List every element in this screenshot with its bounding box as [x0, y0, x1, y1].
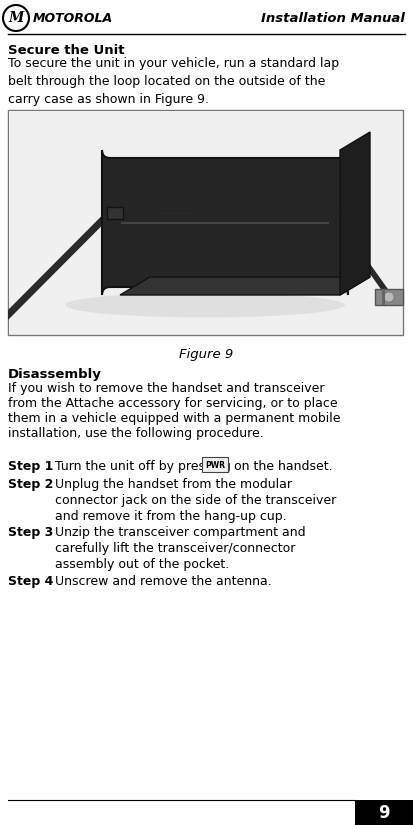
- Text: Turn the unit off by pressing: Turn the unit off by pressing: [55, 460, 235, 473]
- Circle shape: [384, 292, 394, 302]
- Bar: [8, 110, 403, 335]
- Text: Step 3: Step 3: [8, 526, 53, 539]
- Bar: [9, 111, 402, 334]
- Bar: [355, 800, 413, 825]
- Text: Unscrew and remove the antenna.: Unscrew and remove the antenna.: [55, 575, 272, 588]
- Text: If you wish to remove the handset and transceiver: If you wish to remove the handset and tr…: [8, 382, 325, 395]
- Polygon shape: [8, 208, 110, 320]
- Text: Disassembly: Disassembly: [8, 368, 102, 381]
- Text: Unplug the handset from the modular: Unplug the handset from the modular: [55, 478, 292, 491]
- Text: Step 2: Step 2: [8, 478, 53, 491]
- Text: carefully lift the transceiver/connector: carefully lift the transceiver/connector: [55, 542, 295, 555]
- Text: Step 4: Step 4: [8, 575, 53, 588]
- Bar: [375, 289, 403, 305]
- Text: 9: 9: [378, 804, 390, 822]
- Polygon shape: [330, 208, 390, 302]
- Text: M: M: [8, 11, 24, 25]
- Polygon shape: [120, 277, 370, 295]
- Text: Unzip the transceiver compartment and: Unzip the transceiver compartment and: [55, 526, 306, 539]
- Text: PWR: PWR: [205, 460, 225, 469]
- Ellipse shape: [65, 293, 345, 318]
- Text: installation, use the following procedure.: installation, use the following procedur…: [8, 427, 264, 440]
- Bar: [382, 289, 385, 305]
- Text: from the Attache accessory for servicing, or to place: from the Attache accessory for servicing…: [8, 397, 337, 410]
- Text: and remove it from the hang-up cup.: and remove it from the hang-up cup.: [55, 510, 287, 523]
- Text: MOTOROLA: MOTOROLA: [33, 12, 113, 25]
- Text: Installation Manual: Installation Manual: [261, 12, 405, 25]
- FancyBboxPatch shape: [102, 150, 348, 295]
- Bar: [107, 206, 123, 219]
- Text: on the handset.: on the handset.: [230, 460, 332, 473]
- FancyBboxPatch shape: [202, 457, 228, 472]
- Text: To secure the unit in your vehicle, run a standard lap
belt through the loop loc: To secure the unit in your vehicle, run …: [8, 57, 339, 106]
- Text: Figure 9: Figure 9: [179, 348, 233, 361]
- Text: them in a vehicle equipped with a permanent mobile: them in a vehicle equipped with a perman…: [8, 412, 340, 425]
- Text: Secure the Unit: Secure the Unit: [8, 44, 124, 57]
- Text: assembly out of the pocket.: assembly out of the pocket.: [55, 558, 229, 571]
- Text: Step 1: Step 1: [8, 460, 53, 473]
- Text: connector jack on the side of the transceiver: connector jack on the side of the transc…: [55, 494, 336, 507]
- Polygon shape: [340, 132, 370, 295]
